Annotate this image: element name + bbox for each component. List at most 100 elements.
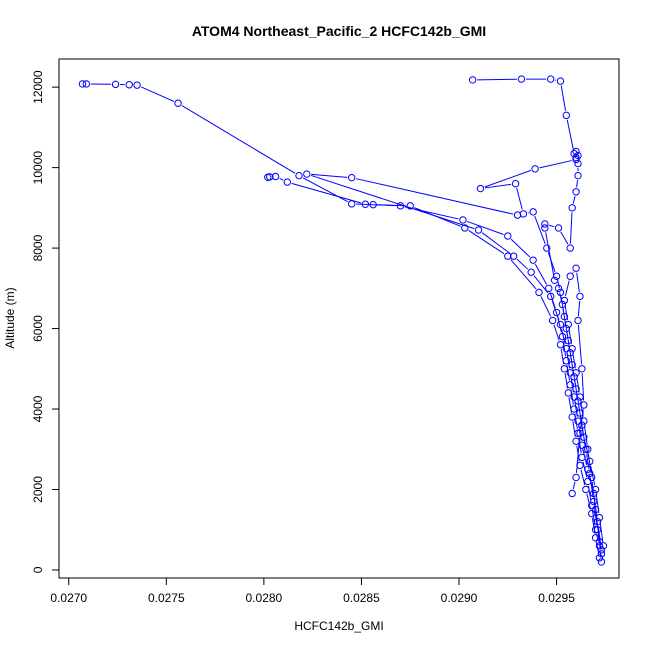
series-1 xyxy=(78,80,606,566)
data-point xyxy=(547,75,555,83)
x-tick-label: 0.0295 xyxy=(538,591,575,605)
series-segment xyxy=(311,173,348,178)
data-point xyxy=(566,272,574,280)
series-segment xyxy=(484,183,512,189)
series-segment xyxy=(510,259,537,290)
series-segment xyxy=(568,328,572,345)
data-point xyxy=(476,184,485,193)
series-segment xyxy=(140,86,175,102)
series-segment xyxy=(577,300,581,317)
data-point xyxy=(531,165,539,173)
series-segment xyxy=(553,324,560,341)
data-point xyxy=(595,554,604,562)
data-point xyxy=(560,365,569,373)
data-point xyxy=(576,292,584,301)
data-point xyxy=(78,80,87,88)
series-segment xyxy=(572,353,576,369)
series-segment xyxy=(580,409,584,429)
series-segment xyxy=(580,469,586,486)
data-point xyxy=(552,272,561,280)
y-tick-label: 12000 xyxy=(31,70,45,104)
series-segment xyxy=(597,526,602,546)
series-segment xyxy=(549,224,555,228)
series-segment xyxy=(575,437,581,473)
data-point xyxy=(519,210,528,218)
data-point xyxy=(576,393,584,401)
series-segment xyxy=(570,357,574,373)
series-segment xyxy=(593,505,598,526)
data-point xyxy=(574,397,582,405)
data-point xyxy=(543,244,551,252)
series-6 xyxy=(560,264,604,546)
plot-frame xyxy=(58,58,620,579)
data-point xyxy=(597,546,606,554)
y-tick-label: 6000 xyxy=(31,315,45,342)
data-point xyxy=(556,340,565,349)
x-tick-label: 0.0275 xyxy=(148,591,185,605)
series-segment xyxy=(516,187,523,210)
series-segment xyxy=(577,324,583,365)
data-point xyxy=(562,324,571,333)
data-point xyxy=(586,469,594,478)
chart-title: ATOM4 Northeast_Pacific_2 HCFC142b_GMI xyxy=(192,23,486,39)
data-point xyxy=(535,288,543,297)
series-segment xyxy=(569,212,573,244)
data-point xyxy=(461,224,469,232)
data-point xyxy=(574,159,582,168)
data-point xyxy=(572,188,580,196)
series-segment xyxy=(599,522,604,542)
data-point xyxy=(545,284,553,293)
series-2 xyxy=(264,172,604,562)
data-point xyxy=(548,316,557,325)
data-point xyxy=(511,180,520,188)
data-point xyxy=(295,171,303,180)
data-point xyxy=(361,200,370,208)
data-point xyxy=(513,211,522,219)
data-point xyxy=(589,497,598,506)
data-point xyxy=(574,316,582,325)
y-tick-label: 10000 xyxy=(31,151,45,185)
series-segment xyxy=(377,204,406,207)
series-segment xyxy=(310,174,475,230)
series-segment xyxy=(589,477,594,498)
series-segment xyxy=(279,177,284,181)
data-point xyxy=(564,336,572,345)
series-segment xyxy=(539,160,572,169)
x-axis-label: HCFC142b_GMI xyxy=(294,619,383,633)
data-point xyxy=(347,200,356,208)
series-segment xyxy=(291,182,362,204)
data-point xyxy=(554,284,563,293)
data-point xyxy=(568,413,576,421)
series-segment xyxy=(534,263,548,285)
series-segment xyxy=(560,231,569,245)
series-segment xyxy=(181,105,296,174)
y-tick-label: 2000 xyxy=(31,476,45,503)
data-point xyxy=(568,361,576,369)
series-segment xyxy=(468,230,505,255)
series-segment xyxy=(540,296,552,317)
series-segment xyxy=(533,275,549,294)
data-point xyxy=(568,344,576,353)
series-segment xyxy=(586,453,590,470)
series-segment xyxy=(562,308,567,325)
data-point xyxy=(509,252,518,260)
data-point xyxy=(556,77,565,85)
data-point xyxy=(174,99,182,107)
data-point xyxy=(582,485,590,494)
series-segment xyxy=(545,232,555,276)
series-segment xyxy=(534,215,546,245)
data-point xyxy=(597,558,606,566)
series-group xyxy=(78,75,608,566)
series-segment xyxy=(566,119,574,150)
series-segment xyxy=(591,481,596,506)
data-point xyxy=(572,473,580,482)
y-axis: 0 2000 4000 6000 8000 10000 12000 xyxy=(31,70,60,573)
series-segment xyxy=(586,493,592,510)
series-segment xyxy=(510,238,531,258)
series-segment xyxy=(355,178,514,215)
data-point xyxy=(597,550,606,558)
data-point xyxy=(587,509,596,518)
data-point xyxy=(568,204,576,212)
series-segment xyxy=(578,405,582,421)
